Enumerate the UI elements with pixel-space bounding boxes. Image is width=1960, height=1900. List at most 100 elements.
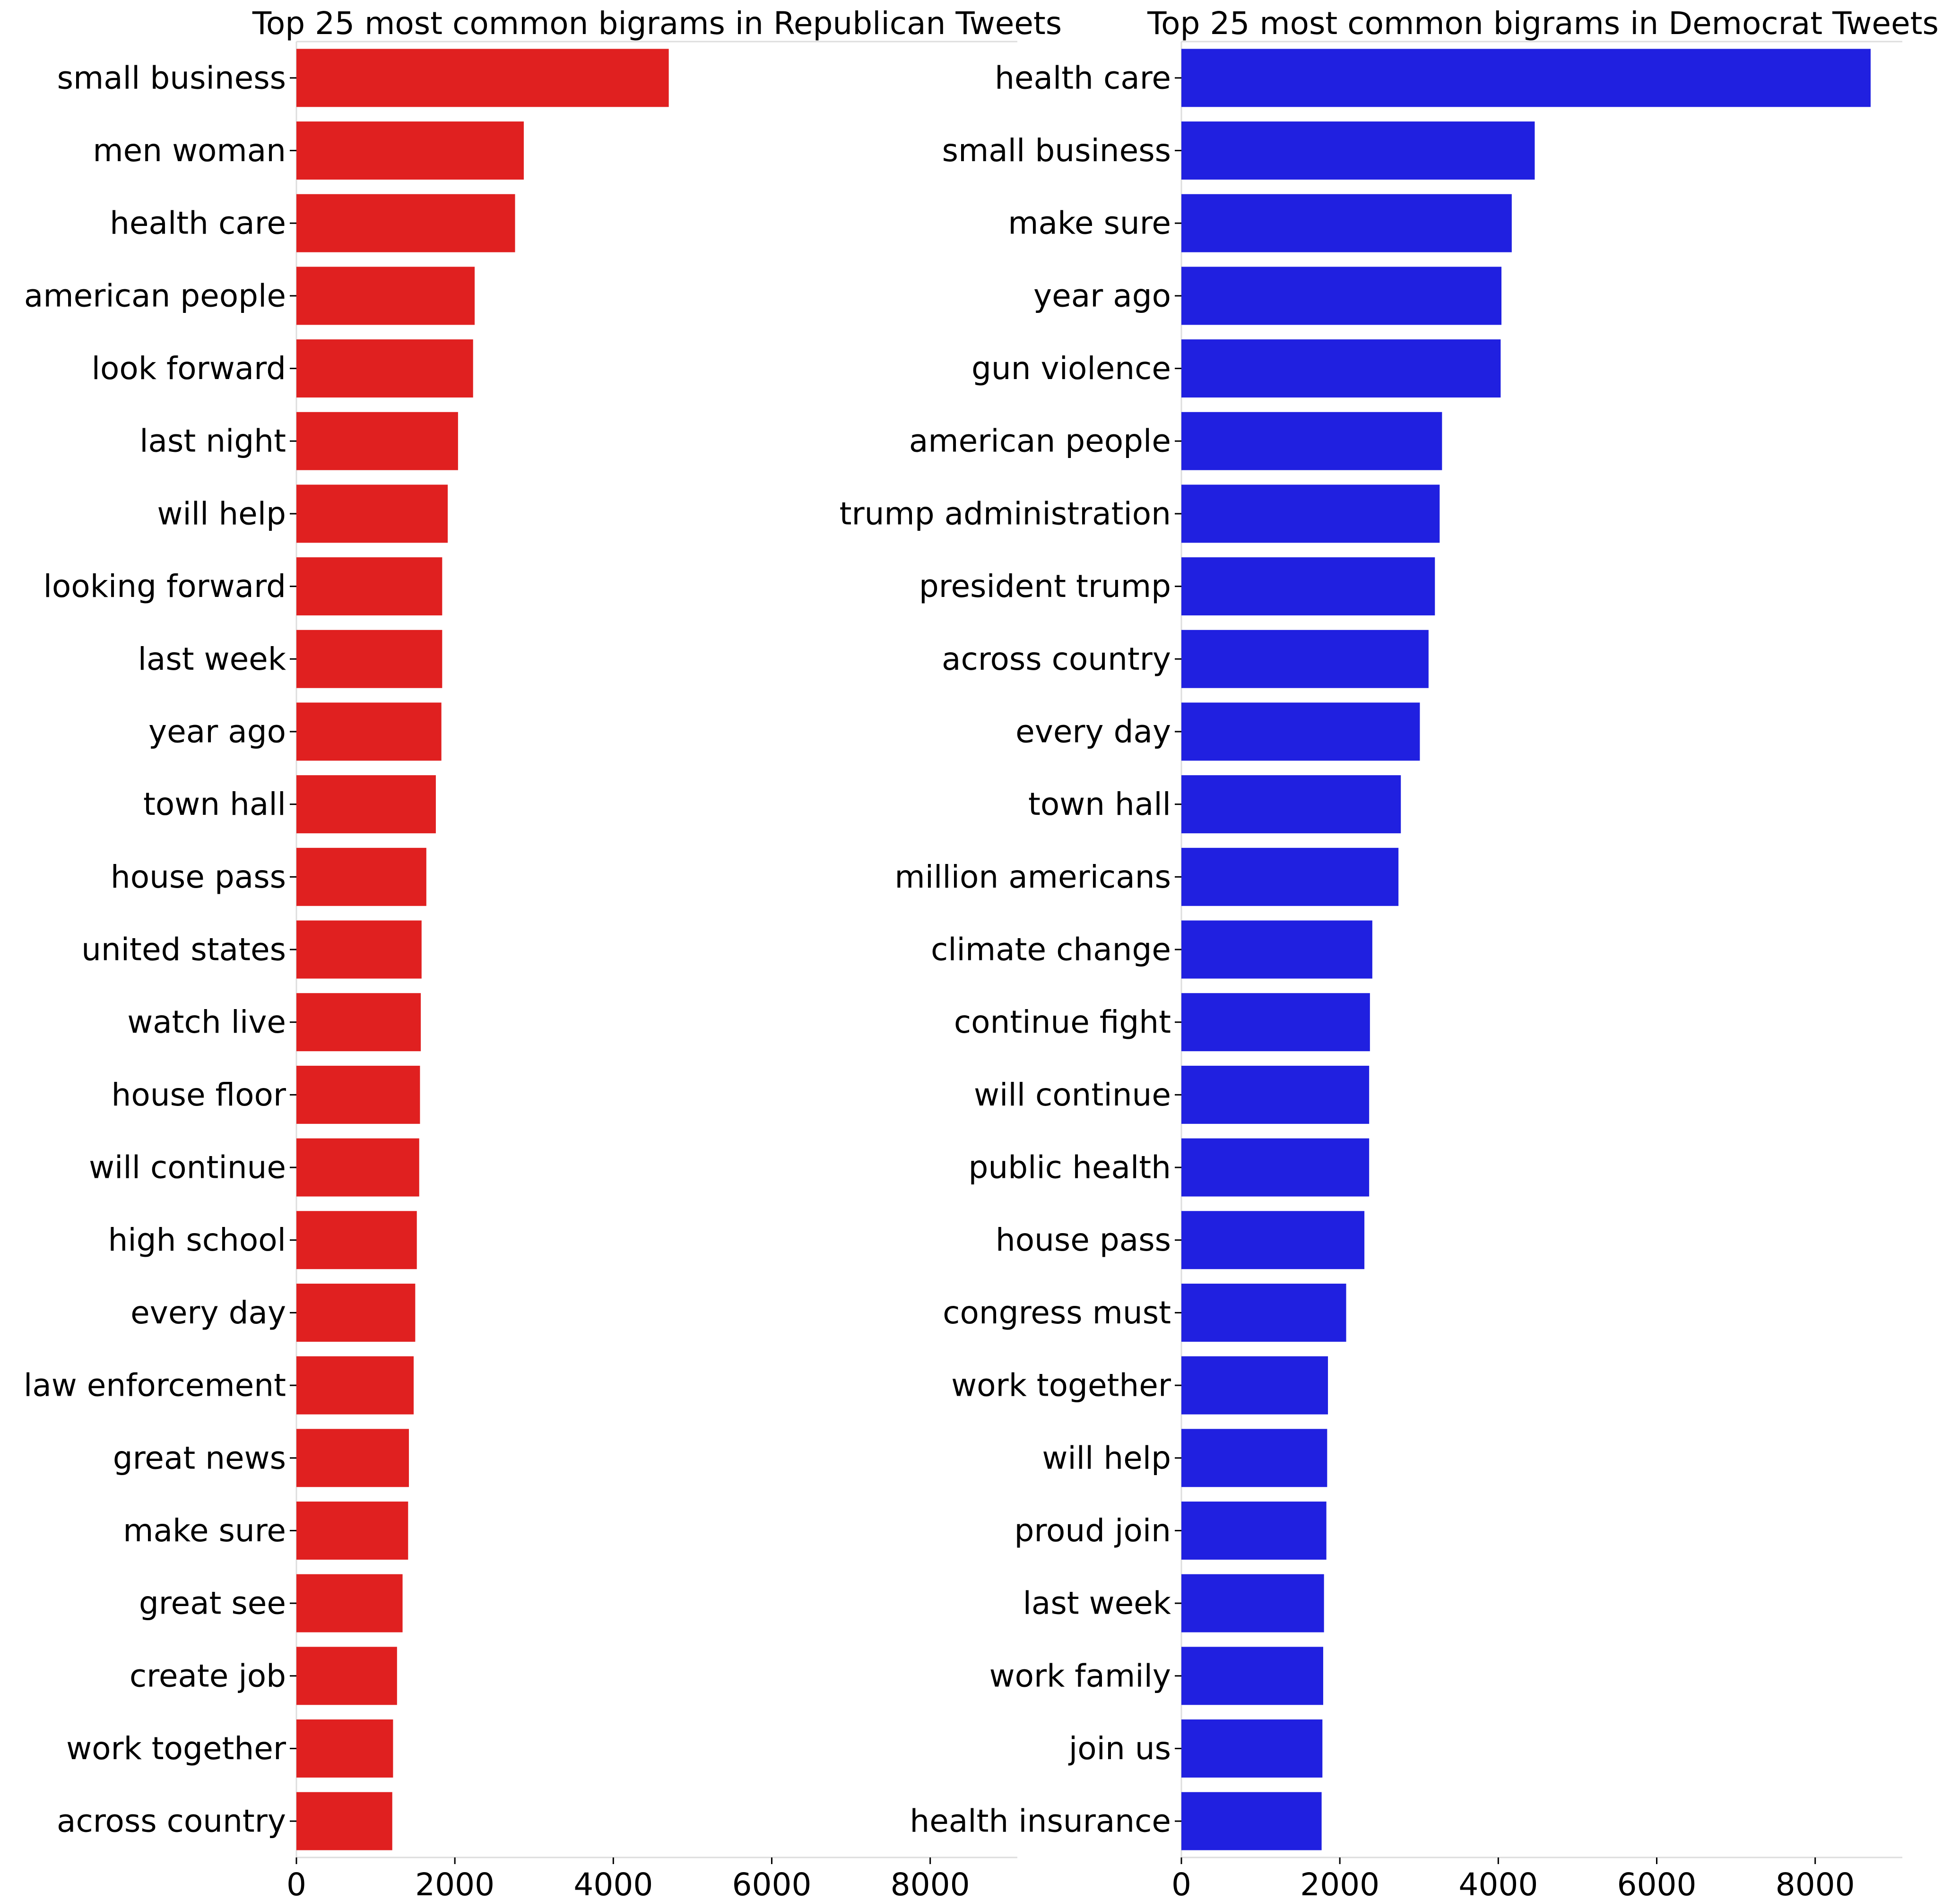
chart-title: Top 25 most common bigrams in Republican… (252, 5, 1062, 42)
category-label: town hall (1028, 786, 1171, 822)
category-label: last night (139, 423, 286, 459)
bar-law-enforcement (296, 1356, 414, 1415)
category-label: health care (110, 205, 286, 242)
bar-work-family (1181, 1647, 1323, 1705)
x-tick-label: 6000 (1617, 1866, 1697, 1900)
category-label: american people (909, 423, 1171, 459)
bar-will-help (296, 484, 448, 543)
category-label: create job (130, 1658, 286, 1694)
bar-united-states (296, 920, 422, 979)
x-tick-label: 8000 (1776, 1866, 1855, 1900)
bar-will-continue (1181, 1065, 1370, 1124)
bar-climate-change (1181, 920, 1372, 979)
x-tick-group: 0 2000 4000 6000 8000 (1171, 1857, 1855, 1900)
bar-will-continue (296, 1138, 419, 1197)
category-label: look forward (92, 350, 286, 387)
bar-great-news (296, 1429, 409, 1487)
republican-bigrams-chart: Top 25 most common bigrams in Republican… (24, 5, 1062, 1900)
bar-proud-join (1181, 1501, 1327, 1560)
category-label: house pass (111, 859, 286, 895)
category-label: trump administration (840, 495, 1171, 532)
bar-million-americans (1181, 847, 1399, 906)
category-label: million americans (894, 859, 1171, 895)
bar-last-week (1181, 1574, 1324, 1632)
bar-work-together (296, 1719, 393, 1778)
x-tick-label: 0 (286, 1866, 306, 1900)
category-label: house floor (112, 1077, 286, 1113)
bar-high-school (296, 1211, 417, 1270)
bar-watch-live (296, 993, 421, 1052)
category-label: will help (1042, 1440, 1171, 1476)
bar-will-help (1181, 1429, 1327, 1487)
bar-congress-must (1181, 1283, 1346, 1342)
category-label-group: small business men woman health care americ… (24, 60, 296, 1840)
category-label: gun violence (971, 350, 1171, 387)
x-tick-group: 0 2000 4000 6000 8000 (286, 1857, 970, 1900)
category-label: health insurance (910, 1803, 1171, 1840)
bar-join-us (1181, 1719, 1323, 1778)
bar-american-people (296, 267, 475, 325)
category-label: men woman (93, 132, 286, 169)
bar-make-sure (1181, 194, 1512, 252)
category-label: every day (1015, 713, 1171, 750)
bar-house-floor (296, 1065, 420, 1124)
category-label: american people (24, 277, 286, 314)
x-tick-label: 0 (1171, 1866, 1191, 1900)
category-label: looking forward (43, 568, 286, 605)
x-tick-label: 2000 (415, 1866, 494, 1900)
category-label: high school (108, 1222, 286, 1258)
bar-look-forward (296, 339, 473, 398)
bar-public-health (1181, 1138, 1370, 1197)
bar-work-together (1181, 1356, 1328, 1415)
category-label: great see (139, 1585, 286, 1622)
category-label: year ago (1033, 277, 1171, 314)
bar-group (1181, 49, 1871, 1850)
bar-continue-fight (1181, 993, 1370, 1052)
bar-year-ago (1181, 267, 1502, 325)
bar-house-pass (1181, 1211, 1365, 1270)
bar-health-insurance (1181, 1792, 1322, 1850)
category-label: town hall (143, 786, 286, 822)
category-label: make sure (123, 1512, 286, 1549)
category-label: small business (57, 60, 286, 96)
category-label: every day (130, 1295, 286, 1331)
category-label: president trump (919, 568, 1171, 605)
category-label-group: health care small business make sure year a… (840, 60, 1181, 1840)
category-label: make sure (1008, 205, 1171, 242)
bar-house-pass (296, 847, 426, 906)
category-label: join us (1068, 1730, 1171, 1767)
x-tick-label: 4000 (1458, 1866, 1538, 1900)
category-label: will continue (974, 1077, 1171, 1113)
category-label: work together (951, 1367, 1171, 1404)
bar-every-day (296, 1283, 416, 1342)
category-label: small business (942, 132, 1171, 169)
category-label: congress must (943, 1295, 1171, 1331)
bar-make-sure (296, 1501, 408, 1560)
bar-create-job (296, 1647, 397, 1705)
x-tick-label: 6000 (732, 1866, 812, 1900)
category-label: proud join (1014, 1512, 1171, 1549)
category-label: across country (57, 1803, 286, 1840)
x-tick-label: 2000 (1300, 1866, 1379, 1900)
bar-american-people (1181, 412, 1442, 470)
category-label: law enforcement (24, 1367, 286, 1404)
chart-title: Top 25 most common bigrams in Democrat T… (1147, 5, 1939, 42)
category-label: across country (942, 641, 1171, 677)
bar-president-trump (1181, 557, 1435, 616)
bar-gun-violence (1181, 339, 1501, 398)
bar-last-night (296, 412, 458, 470)
bar-town-hall (296, 775, 436, 834)
category-label: continue fight (954, 1004, 1171, 1040)
bar-small-business (296, 49, 669, 107)
category-label: climate change (931, 932, 1171, 968)
democrat-bigrams-chart: Top 25 most common bigrams in Democrat T… (840, 5, 1939, 1900)
x-tick-label: 4000 (573, 1866, 653, 1900)
bar-every-day (1181, 702, 1420, 761)
category-label: watch live (127, 1004, 286, 1040)
category-label: work family (989, 1658, 1171, 1694)
bar-year-ago (296, 702, 442, 761)
bar-health-care (1181, 49, 1871, 107)
category-label: great news (113, 1440, 286, 1476)
bar-across-country (296, 1792, 392, 1850)
bar-group (296, 49, 669, 1850)
